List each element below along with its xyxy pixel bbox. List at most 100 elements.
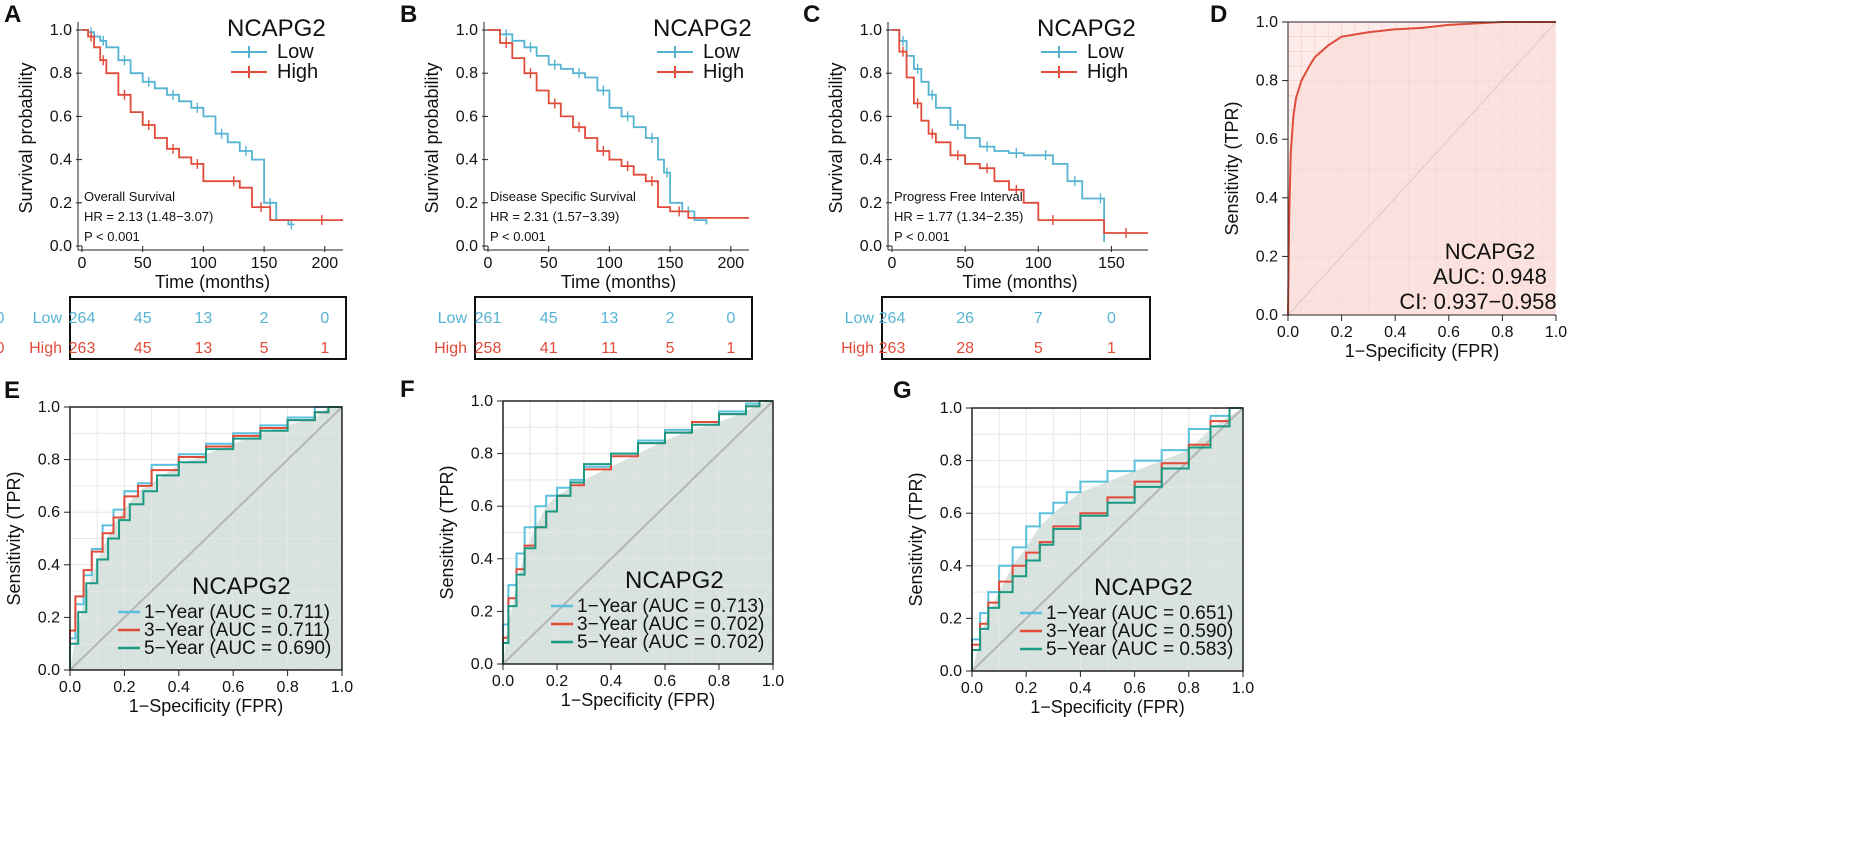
risk-row-label: High <box>841 340 874 357</box>
x-tick-label: 0.4 <box>168 679 190 696</box>
y-tick-label: 0.6 <box>38 504 60 521</box>
km-curve-high <box>892 29 1148 234</box>
y-tick-label: 0.0 <box>50 238 72 255</box>
km-annotation: Overall Survival <box>84 189 175 204</box>
y-axis-label: Sensitivity (TPR) <box>1222 101 1242 235</box>
x-axis-label: 1−Specificity (FPR) <box>561 690 716 710</box>
risk-row-label: Low <box>845 310 875 327</box>
legend-label: Low <box>1087 41 1124 63</box>
x-tick-label: 1.0 <box>762 673 784 690</box>
x-tick-label: 0.6 <box>1438 324 1460 341</box>
risk-value: 0 <box>320 310 329 327</box>
risk-table <box>474 296 753 360</box>
risk-value: 5 <box>260 340 269 357</box>
panel-g: G 0.0 0.2 0.4 0.6 0.8 1.0 0.0 0.2 0.4 0.6 0.8 1.0 1−S… <box>893 377 1254 717</box>
x-tick-label: 50 <box>540 255 558 272</box>
x-tick-label: 0.4 <box>1384 324 1406 341</box>
roc-curve-5yr <box>971 407 1243 671</box>
x-axis-label: 1−Specificity (FPR) <box>1030 697 1185 717</box>
risk-value: 2 <box>666 310 675 327</box>
y-axis-label: Survival probability <box>826 62 846 213</box>
y-tick-label: 0.0 <box>860 238 882 255</box>
risk-value: 13 <box>600 310 618 327</box>
x-tick-label: 150 <box>657 255 684 272</box>
x-tick-label: 150 <box>1098 255 1125 272</box>
roc-curve-1yr <box>69 406 342 670</box>
panel-d: D 0.0 0.2 0.4 0.6 0.8 1.0 0.0 0.2 0.4 0.6 0.8 1.0 1−S… <box>1210 1 1567 361</box>
x-tick-label: 1.0 <box>1232 680 1254 697</box>
legend-label: 3−Year (AUC = 0.711) <box>144 620 330 641</box>
y-tick-label: 1.0 <box>940 400 962 417</box>
x-tick-label: 0.8 <box>708 673 730 690</box>
panel-letter: D <box>1210 1 1227 28</box>
y-tick-label: 0.2 <box>1256 248 1278 265</box>
x-tick-label: 0 <box>78 255 87 272</box>
risk-value: 264 <box>879 310 906 327</box>
y-tick-label: 1.0 <box>38 399 60 416</box>
km-annotation: Disease Specific Survival <box>490 189 636 204</box>
risk-value: 13 <box>194 310 212 327</box>
km-annotation: HR = 1.77 (1.34−2.35) <box>894 209 1023 224</box>
y-tick-label: 0.4 <box>1256 190 1278 207</box>
y-axis-label: Survival probability <box>16 62 36 213</box>
risk-value: 0 <box>726 310 735 327</box>
x-tick-label: 150 <box>251 255 278 272</box>
legend-label: Low <box>703 41 740 63</box>
risk-value: 45 <box>540 310 558 327</box>
y-axis-label: Sensitivity (TPR) <box>906 472 926 606</box>
x-tick-label: 0.2 <box>1015 680 1037 697</box>
x-tick-label: 0 <box>484 255 493 272</box>
y-tick-label: 0.4 <box>471 551 493 568</box>
y-tick-label: 0.8 <box>456 65 478 82</box>
risk-value: 2 <box>260 310 269 327</box>
km-curve-low <box>488 29 708 225</box>
roc-curve-5yr <box>69 406 342 670</box>
x-tick-label: 0.0 <box>59 679 81 696</box>
km-curve-high <box>488 29 749 219</box>
risk-value: 28 <box>956 340 974 357</box>
roc-area <box>1288 22 1556 315</box>
km-annotation: P < 0.001 <box>490 229 546 244</box>
risk-value: 45 <box>134 310 152 327</box>
y-tick-label: 0.8 <box>50 65 72 82</box>
km-curve-low <box>892 29 1105 242</box>
x-tick-label: 0.0 <box>1277 324 1299 341</box>
y-tick-label: 0.8 <box>1256 73 1278 90</box>
risk-value: 263 <box>69 340 96 357</box>
x-axis-label: Time (months) <box>155 272 270 292</box>
y-tick-label: 0.0 <box>471 656 493 673</box>
y-tick-label: 0.0 <box>1256 307 1278 324</box>
y-tick-label: 0.2 <box>471 603 493 620</box>
y-tick-label: 0.6 <box>50 108 72 125</box>
x-tick-label: 100 <box>1025 255 1052 272</box>
km-title: NCAPG2 <box>653 15 752 42</box>
risk-value: 258 <box>475 340 502 357</box>
y-tick-label: 0.8 <box>860 65 882 82</box>
y-tick-label: 0.6 <box>456 108 478 125</box>
x-tick-label: 1.0 <box>1545 324 1567 341</box>
risk-value: 7 <box>1034 310 1043 327</box>
risk-value: 11 <box>601 340 618 357</box>
x-tick-label: 0.4 <box>1069 680 1091 697</box>
x-tick-label: 0.2 <box>113 679 135 696</box>
y-tick-label: 0.2 <box>940 610 962 627</box>
y-tick-label: 0.6 <box>940 505 962 522</box>
legend-label: High <box>1087 61 1128 83</box>
roc-curve-5yr <box>502 400 773 664</box>
panel-letter: A <box>4 1 21 28</box>
legend-label: 1−Year (AUC = 0.711) <box>144 602 330 623</box>
x-tick-label: 0.8 <box>1178 680 1200 697</box>
legend-label: 3−Year (AUC = 0.702) <box>577 614 764 635</box>
risk-value: 261 <box>475 310 502 327</box>
y-tick-label: 1.0 <box>456 22 478 39</box>
risk-value: 0 <box>0 310 5 327</box>
legend-label: 5−Year (AUC = 0.702) <box>577 632 764 653</box>
x-tick-label: 0.2 <box>1330 324 1352 341</box>
y-tick-label: 0.0 <box>940 663 962 680</box>
y-tick-label: 1.0 <box>50 22 72 39</box>
x-tick-label: 0.4 <box>600 673 622 690</box>
legend-label: 1−Year (AUC = 0.651) <box>1046 603 1233 624</box>
